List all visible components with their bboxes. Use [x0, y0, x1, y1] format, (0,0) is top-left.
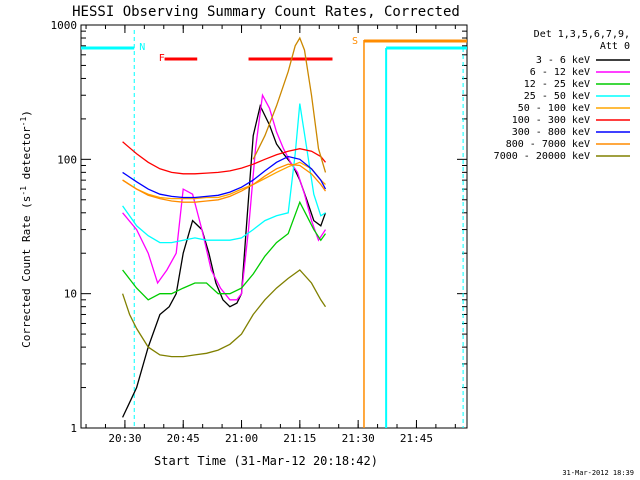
x-tick-label: 20:30	[108, 432, 141, 445]
series-line-0	[122, 103, 327, 418]
series-line-7	[122, 163, 327, 203]
series-line-5	[122, 141, 327, 175]
legend-header-1: Det 1,3,5,6,7,9,	[534, 29, 630, 40]
x-tick-label: 21:30	[342, 432, 375, 445]
series-line-9	[252, 36, 327, 173]
y-tick-label: 1000	[51, 19, 78, 32]
y-tick-label: 10	[64, 288, 77, 301]
legend-header-2: Att 0	[600, 41, 630, 52]
y-axis-label-sup1: -1	[19, 186, 28, 196]
y-axis-label-sup2: -1	[19, 117, 28, 127]
instrument-state-overlays: N F S	[81, 30, 467, 428]
legend-label: 50 - 100 keV	[518, 103, 590, 114]
series-line-6	[122, 155, 327, 199]
series-line-2	[122, 200, 327, 301]
plot-frame	[80, 24, 468, 429]
x-axis-label: Start Time (31-Mar-12 20:18:42)	[154, 454, 378, 468]
series-line-3	[122, 103, 326, 244]
x-tick-label: 21:15	[283, 432, 316, 445]
y-axis-label-mid: detector	[20, 126, 33, 186]
flare-marker-label: F	[159, 53, 165, 64]
legend-label: 800 - 7000 keV	[506, 139, 590, 150]
x-tick-label: 20:45	[167, 432, 200, 445]
series-line-4	[122, 161, 326, 200]
y-axis-label-end: )	[20, 110, 33, 117]
y-axis-label-main: Corrected Count Rate (s	[20, 196, 33, 348]
legend-label: 300 - 800 keV	[512, 127, 590, 138]
x-tick-label: 21:45	[400, 432, 433, 445]
legend-label: 12 - 25 keV	[524, 79, 590, 90]
y-tick-label: 100	[57, 153, 77, 166]
series-line-1	[122, 93, 327, 301]
legend-label: 100 - 300 keV	[512, 115, 590, 126]
x-tick-label: 21:00	[225, 432, 258, 445]
legend-label: 3 - 6 keV	[536, 55, 590, 66]
y-axis-label: Corrected Count Rate (s-1 detector-1)	[19, 110, 33, 348]
timestamp: 31-Mar-2012 18:39	[562, 469, 634, 477]
chart-title: HESSI Observing Summary Count Rates, Cor…	[72, 4, 460, 20]
legend-label: 25 - 50 keV	[524, 91, 590, 102]
data-series	[121, 36, 327, 418]
axis-ticks: 20:30 20:45 21:00 21:15 21:30 21:45 1 10 100 1000	[51, 19, 467, 445]
series-line-8	[121, 269, 327, 358]
legend-label: 6 - 12 keV	[530, 67, 590, 78]
y-tick-label: 1	[70, 422, 77, 435]
night-marker-label: N	[139, 42, 145, 53]
saa-marker-label: S	[352, 36, 358, 47]
legend-label: 7000 - 20000 keV	[494, 151, 590, 162]
